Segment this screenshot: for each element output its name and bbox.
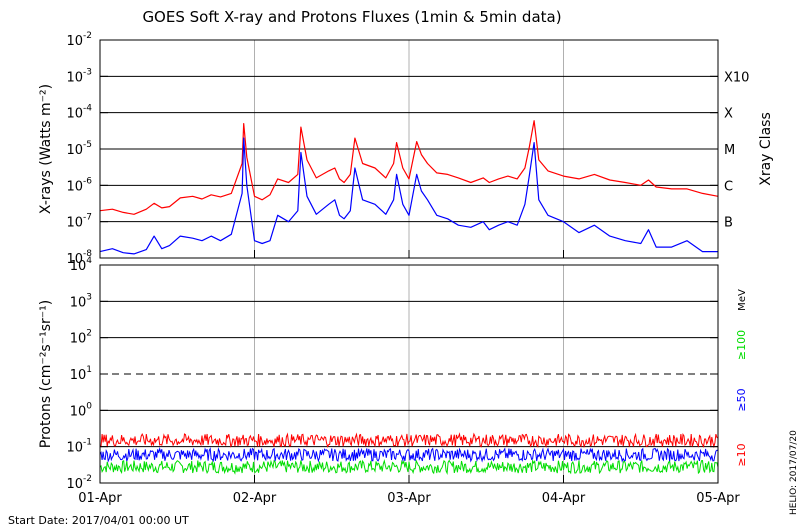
xray-y-tick-label: 10-8 xyxy=(66,249,92,267)
proton-y-tick-label: 10-2 xyxy=(66,474,92,492)
proton-y-tick-label: 10-1 xyxy=(66,438,92,456)
proton-y-tick-label: 101 xyxy=(70,365,92,383)
xray-y-tick-label: 10-7 xyxy=(66,213,92,231)
chart-title: GOES Soft X-ray and Protons Fluxes (1min… xyxy=(142,8,561,26)
start-date: Start Date: 2017/04/01 00:00 UT xyxy=(8,514,189,527)
proton-legend: ≥100 ≥50 ≥10 xyxy=(735,330,748,467)
xray-y-ticks: 10-8 10-7 10-6 10-5 10-4 10-3 10-2 xyxy=(66,31,718,267)
proton-series-line-0 xyxy=(99,458,719,475)
mev-unit-label: MeV xyxy=(737,289,748,311)
proton-x-tick-label: 04-Apr xyxy=(542,491,586,506)
proton-x-tick-label: 03-Apr xyxy=(387,491,431,506)
proton-series xyxy=(99,432,719,475)
xray-series xyxy=(99,120,719,255)
proton-grid xyxy=(100,265,718,483)
proton-x-tick-label: 05-Apr xyxy=(696,491,740,506)
proton-series-line-1 xyxy=(99,446,719,463)
xray-class-tick-label: X xyxy=(724,107,733,122)
xray-class-tick-label: B xyxy=(724,216,733,231)
xray-class-tick-label: X10 xyxy=(724,70,749,85)
xray-grid xyxy=(100,40,718,258)
xray-y-label: X-rays (Watts m⁻²) xyxy=(38,84,54,214)
credit-label: HELIO: 2017/07/20 xyxy=(789,430,799,515)
proton-legend-label: ≥50 xyxy=(735,388,748,411)
proton-x-tick-label: 01-Apr xyxy=(78,491,122,506)
xray-y-tick-label: 10-4 xyxy=(66,104,92,122)
proton-y-tick-label: 104 xyxy=(70,256,93,274)
proton-y-label: Protons (cm⁻²s⁻¹sr⁻¹) xyxy=(38,300,54,449)
xray-y-tick-label: 10-6 xyxy=(66,176,92,194)
xray-y-tick-label: 10-5 xyxy=(66,140,92,158)
proton-y-ticks: 10-2 10-1 100 101 102 103 104 xyxy=(66,256,718,492)
proton-y-tick-label: 102 xyxy=(70,329,92,347)
xray-class-axis-label: Xray Class xyxy=(758,112,774,186)
xray-series-line-0 xyxy=(99,120,719,215)
proton-x-ticks: 01-Apr 02-Apr 03-Apr 04-Apr 05-Apr xyxy=(78,250,740,506)
xray-series-line-1 xyxy=(99,137,718,255)
proton-y-tick-label: 100 xyxy=(70,401,93,419)
proton-legend-label: ≥100 xyxy=(735,330,748,360)
xray-class-tick-label: C xyxy=(724,179,733,194)
xray-y-tick-label: 10-2 xyxy=(66,31,92,49)
proton-x-tick-label: 02-Apr xyxy=(233,491,277,506)
xray-y-tick-label: 10-3 xyxy=(66,67,92,85)
proton-legend-label: ≥10 xyxy=(735,443,748,466)
proton-y-tick-label: 103 xyxy=(70,292,92,310)
xray-class-tick-label: M xyxy=(724,143,735,158)
proton-series-line-2 xyxy=(99,432,719,449)
xray-class-ticks: B C M X X10 xyxy=(724,70,749,230)
